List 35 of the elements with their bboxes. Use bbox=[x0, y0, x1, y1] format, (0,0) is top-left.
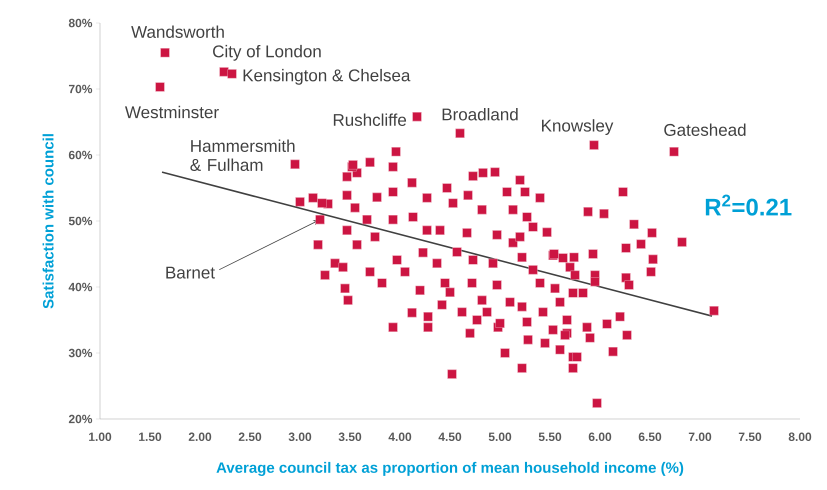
x-axis-title: Average council tax as proportion of mean household income (%) bbox=[216, 462, 684, 476]
x-tick-label: 2.50 bbox=[238, 432, 262, 442]
annotation: Gateshead bbox=[664, 123, 746, 136]
annotation: Knowsley bbox=[542, 119, 614, 136]
y-tick-label: 20% bbox=[68, 414, 92, 424]
y-tick-label: 70% bbox=[68, 84, 92, 94]
annotation: City of London bbox=[213, 44, 321, 61]
x-tick-label: 3.50 bbox=[338, 432, 362, 442]
x-tick-label: 7.00 bbox=[688, 432, 712, 442]
y-tick-label: 40% bbox=[68, 282, 92, 292]
y-tick-label: 80% bbox=[68, 18, 92, 28]
annotation: Westminster bbox=[125, 106, 219, 118]
annotation: Kensington & Chelsea bbox=[244, 68, 410, 85]
x-tick-label: 5.00 bbox=[488, 432, 512, 442]
annotation: Broadland bbox=[442, 108, 518, 120]
x-tick-label: 4.00 bbox=[388, 432, 412, 442]
y-axis-title: Satisfaction with council bbox=[42, 134, 54, 308]
annotation: Hammersmith & Fulham bbox=[190, 140, 294, 171]
x-tick-label: 2.00 bbox=[188, 432, 212, 442]
x-tick-label: 1.50 bbox=[139, 432, 162, 442]
y-tick-label: 60% bbox=[68, 150, 92, 160]
x-tick-label: 5.50 bbox=[538, 432, 562, 442]
x-tick-label: 8.00 bbox=[788, 432, 812, 442]
x-tick-label: 7.50 bbox=[738, 432, 762, 442]
y-tick-label: 30% bbox=[68, 348, 92, 358]
x-tick-label: 3.00 bbox=[288, 432, 312, 442]
y-tick-label: 50% bbox=[68, 216, 92, 226]
annotation: Rushcliffe bbox=[334, 113, 406, 126]
x-tick-label: 6.00 bbox=[588, 432, 612, 442]
annotation: Barnet bbox=[166, 266, 215, 279]
annotation: Wandsworth bbox=[131, 25, 224, 38]
x-tick-label: 6.50 bbox=[638, 432, 662, 442]
annotation: R$^{2}$=0.21 bbox=[706, 194, 792, 216]
x-tick-label: 1.00 bbox=[89, 432, 112, 442]
x-tick-label: 4.50 bbox=[438, 432, 462, 442]
